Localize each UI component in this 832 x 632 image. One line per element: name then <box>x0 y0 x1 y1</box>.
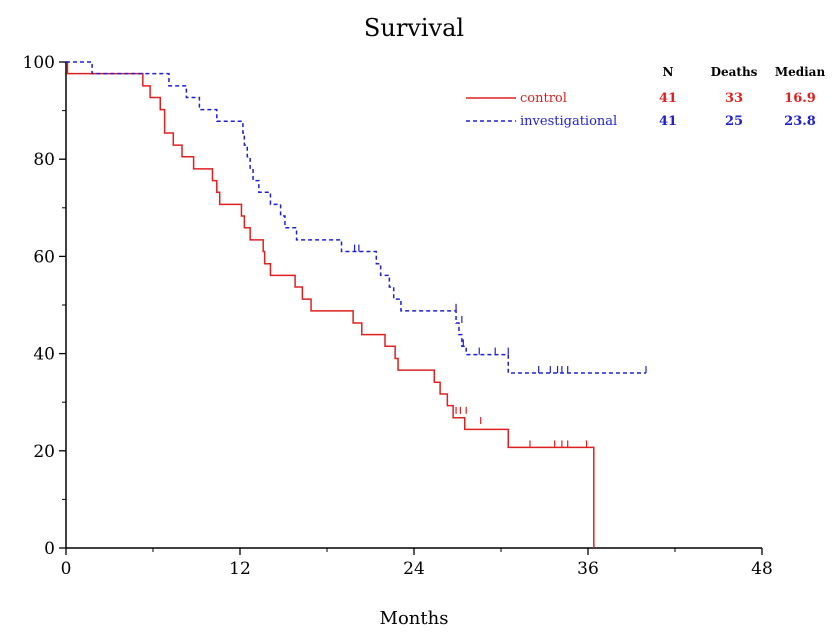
x-tick-label: 0 <box>61 559 72 579</box>
legend-n-control: 41 <box>659 91 677 106</box>
x-tick-label: 24 <box>403 559 425 579</box>
series-control <box>66 61 595 548</box>
y-tick-label: 20 <box>33 442 55 462</box>
survival-curve-investigational <box>66 61 646 374</box>
legend-median-control: 16.9 <box>784 91 816 106</box>
x-tick-label: 48 <box>751 559 773 579</box>
x-tick-label: 12 <box>229 559 251 579</box>
legend-deaths-investigational: 25 <box>725 114 743 129</box>
plot-area: 0 20 40 60 80 100 0 12 24 36 48 <box>23 53 773 579</box>
y-tick-label: 100 <box>23 53 55 73</box>
series-layer <box>66 61 647 548</box>
legend-header-deaths: Deaths <box>711 65 758 79</box>
chart-title: Survival <box>364 14 464 42</box>
x-axis-ticks: 0 12 24 36 48 <box>61 548 773 579</box>
legend-header-median: Median <box>775 65 826 79</box>
y-axis-ticks: 0 20 40 60 80 100 <box>23 53 66 559</box>
y-tick-label: 40 <box>33 345 55 365</box>
legend-median-investigational: 23.8 <box>784 114 816 129</box>
legend-label-control: control <box>520 91 567 106</box>
x-axis-label: Months <box>380 608 449 629</box>
legend: N Deaths Median control 41 33 16.9 inves… <box>466 65 825 129</box>
legend-deaths-control: 33 <box>725 91 743 106</box>
y-tick-label: 80 <box>33 150 55 170</box>
survival-curve-control <box>66 61 595 548</box>
legend-n-investigational: 41 <box>659 114 677 129</box>
y-tick-label: 0 <box>44 539 55 559</box>
legend-label-investigational: investigational <box>520 114 617 129</box>
series-investigational <box>66 61 647 374</box>
x-tick-label: 36 <box>577 559 599 579</box>
y-tick-label: 60 <box>33 247 55 267</box>
legend-header-n: N <box>663 65 674 79</box>
